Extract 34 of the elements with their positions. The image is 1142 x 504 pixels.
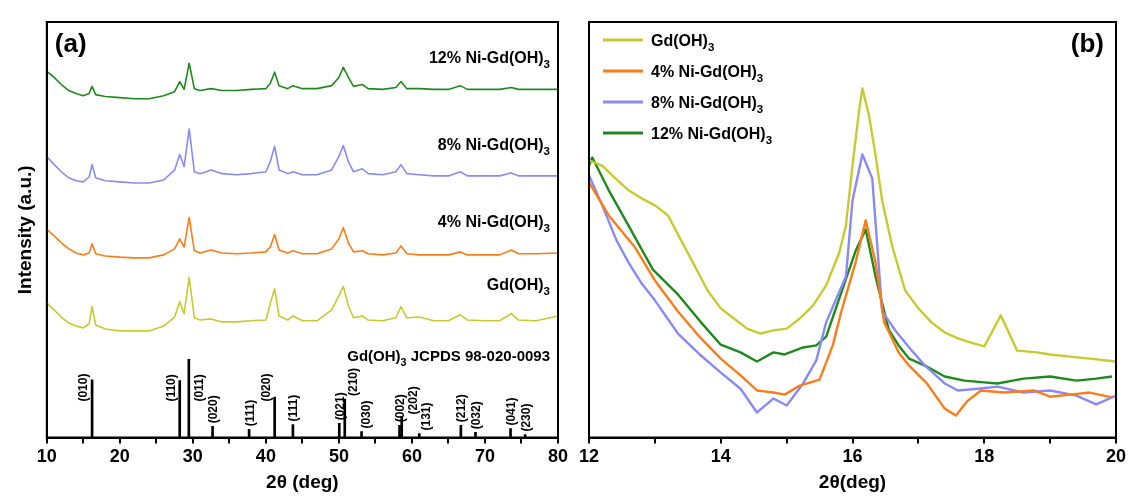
chart-title: (a) — [54, 28, 87, 58]
x-tick-label: 80 — [547, 446, 569, 467]
annotation: (020) — [206, 395, 221, 424]
x-axis-title: 2θ (deg) — [266, 470, 339, 492]
annotation: (212) — [454, 394, 469, 423]
annotation: (041) — [504, 397, 519, 426]
annotation: (110) — [163, 374, 178, 402]
annotation: (032) — [469, 401, 484, 430]
x-tick-label: 20 — [1105, 446, 1127, 467]
annotation: (202) — [406, 386, 421, 415]
annotation: (111) — [242, 399, 257, 427]
annotation: (131) — [419, 402, 434, 431]
x-tick-label: 60 — [401, 446, 422, 467]
x-axis-title: 2θ(deg) — [818, 470, 887, 492]
x-tick-label: 16 — [842, 446, 863, 467]
x-tick-label: 10 — [36, 446, 57, 467]
annotation: (230) — [518, 403, 533, 432]
annotation: (030) — [358, 400, 373, 429]
annotation: (002) — [393, 394, 408, 423]
y-axis-title: Intensity (a.u.) — [13, 165, 35, 295]
chart-title: (b) — [1070, 28, 1104, 58]
x-tick-label: 14 — [710, 446, 731, 467]
annotation: (010) — [76, 373, 91, 402]
x-tick-label: 18 — [974, 446, 995, 467]
annotation: (021) — [332, 392, 347, 421]
x-tick-label: 50 — [328, 446, 349, 467]
x-tick-label: 70 — [474, 446, 495, 467]
annotation: (020) — [258, 373, 273, 402]
x-tick-label: 40 — [255, 446, 276, 467]
x-tick-label: 30 — [182, 446, 203, 467]
x-tick-label: 20 — [109, 446, 130, 467]
annotation: (111) — [286, 394, 301, 422]
x-tick-label: 12 — [579, 446, 600, 467]
annotation: (011) — [191, 374, 206, 402]
